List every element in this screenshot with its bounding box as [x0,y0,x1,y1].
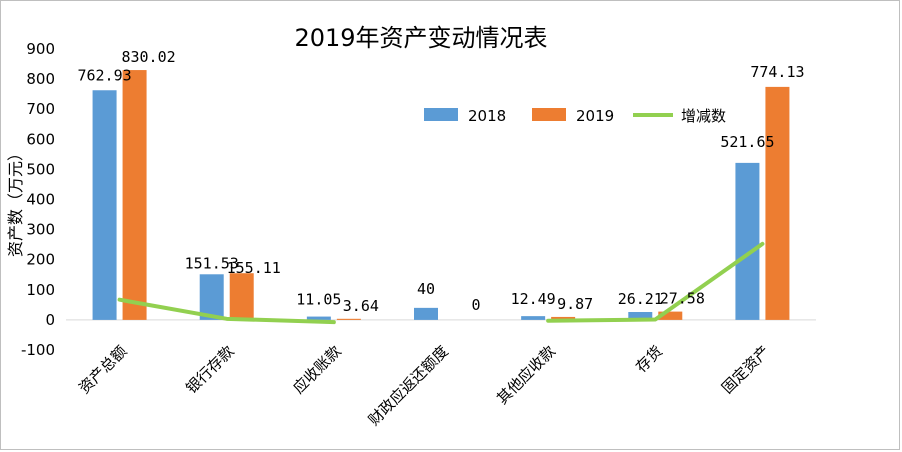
chart-title: 2019年资产变动情况表 [294,24,547,52]
y-tick-label: 700 [26,100,55,118]
bar-2018-4 [521,316,546,320]
data-label-2019-3: 0 [471,296,480,314]
data-label-2019-6: 774.13 [750,63,804,81]
y-tick-label: -100 [21,341,55,359]
bar-2018-3 [414,307,438,320]
data-labels: 762.93 151.53 11.05 40 12.49 26.21 521.65 830.0… [77,48,804,315]
bar-2019-2 [336,318,361,320]
data-label-2019-4: 9.87 [557,295,593,313]
y-tick-label: 600 [26,130,55,148]
x-axis-categories: 资产总额 银行存款 应收账款 财政应返还额度 其他应收款 存货 固定资产 [75,342,773,429]
x-category-label: 其他应收款 [493,342,559,408]
bar-2018-6 [735,162,760,320]
y-axis-label: 资产数（万元） [6,145,25,257]
y-tick-label: 900 [26,40,55,58]
change-line-segment-3 [117,297,336,325]
data-label-2018-6: 521.65 [720,133,774,151]
data-label-2018-2: 11.05 [296,291,341,309]
x-category-label: 财政应返还额度 [365,342,452,429]
y-tick-label: 800 [26,70,55,88]
x-category-label: 固定资产 [718,342,773,397]
x-category-label: 应收账款 [290,342,345,397]
data-label-2019-2: 3.64 [343,297,379,315]
legend-label-2018: 2018 [468,107,506,125]
bar-2019-5 [658,311,683,320]
bars [92,70,790,320]
bar-2018-0 [92,90,117,320]
bar-2019-1 [229,273,254,320]
bar-2018-5 [628,312,653,320]
x-category-label: 资产总额 [75,342,130,397]
bar-2018-1 [199,274,224,320]
data-label-2018-4: 12.49 [511,290,556,308]
data-label-2019-1: 155.11 [227,259,281,277]
x-category-label: 银行存款 [182,342,237,397]
bar-2019-6 [765,86,790,320]
legend-swatch-2019 [532,108,566,121]
y-tick-label: 0 [45,311,55,329]
change-line [117,241,765,325]
legend: 2018 2019 增减数 [424,107,726,125]
legend-label-2019: 2019 [576,107,614,125]
y-tick-label: 200 [26,251,55,269]
y-tick-label: 500 [26,160,55,178]
y-tick-label: 400 [26,191,55,209]
data-label-2018-3: 40 [417,280,435,298]
bar-2019-0 [122,70,147,320]
data-label-2018-0: 762.93 [77,66,131,84]
data-label-2018-5: 26.21 [618,290,663,308]
legend-label-增减数: 增减数 [681,107,726,125]
y-tick-label: 300 [26,221,55,239]
legend-swatch-2018 [424,108,458,121]
change-line-segment-end [546,241,765,323]
data-label-2019-0: 830.02 [121,48,175,66]
data-label-2018-1: 151.53 [185,254,239,272]
y-tick-label: 100 [26,281,55,299]
data-label-2019-5: 27.58 [660,290,705,308]
x-category-label: 存货 [632,342,666,376]
y-axis-ticks: -100 0 100 200 300 400 500 600 700 800 900 [21,40,55,359]
bar-2019-4 [551,316,576,320]
bar-2018-2 [306,316,331,320]
